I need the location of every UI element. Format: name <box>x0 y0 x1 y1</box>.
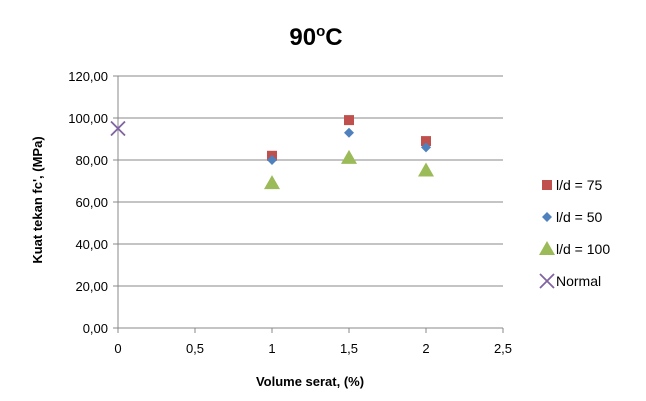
legend-marker-2 <box>539 241 555 255</box>
legend-label-3: Normal <box>556 273 601 289</box>
legend-marker-0 <box>542 180 552 190</box>
y-tick-label-4: 80,00 <box>75 153 108 168</box>
point-series2-2 <box>418 162 434 177</box>
data-points <box>110 115 434 190</box>
legend-marker-1 <box>542 212 552 222</box>
point-series1-0 <box>267 155 277 165</box>
point-series0-1 <box>344 115 354 126</box>
y-tick-label-3: 60,00 <box>75 195 108 210</box>
x-tick-label-2: 1 <box>268 341 275 356</box>
chart-title: 90oC <box>289 23 342 51</box>
x-tick-label-3: 1,5 <box>340 341 358 356</box>
y-tick-label-6: 120,00 <box>68 69 108 84</box>
x-tick-label-1: 0,5 <box>186 341 204 356</box>
x-tick-label-0: 0 <box>114 341 121 356</box>
legend-marker-3 <box>539 273 555 289</box>
y-axis-label: Kuat tekan fc', (MPa) <box>30 136 45 263</box>
legend-label-1: l/d = 50 <box>556 209 603 225</box>
point-series0-2 <box>421 136 431 147</box>
x-tick-label-4: 2 <box>422 341 429 356</box>
x-axis-label: Volume serat, (%) <box>256 374 364 389</box>
legend: l/d = 75 l/d = 50 l/d = 100 Normal <box>539 177 610 289</box>
y-tick-label-2: 40,00 <box>75 237 108 252</box>
point-series1-2 <box>421 142 431 153</box>
y-tick-label-0: 0,00 <box>83 321 108 336</box>
point-series3-0 <box>110 120 126 137</box>
legend-label-2: l/d = 100 <box>556 241 610 257</box>
x-tick-labels: 0 0,5 1 1,5 2 2,5 <box>114 328 512 356</box>
gridlines <box>118 75 503 287</box>
point-series2-1 <box>341 149 357 164</box>
x-tick-label-5: 2,5 <box>494 341 512 356</box>
legend-label-0: l/d = 75 <box>556 177 603 193</box>
point-series2-0 <box>264 175 280 190</box>
y-tick-labels: 0,00 20,00 40,00 60,00 80,00 100,00 120,00 <box>68 69 118 336</box>
y-tick-label-5: 100,00 <box>68 111 108 126</box>
y-tick-label-1: 20,00 <box>75 279 108 294</box>
point-series1-1 <box>344 127 354 138</box>
